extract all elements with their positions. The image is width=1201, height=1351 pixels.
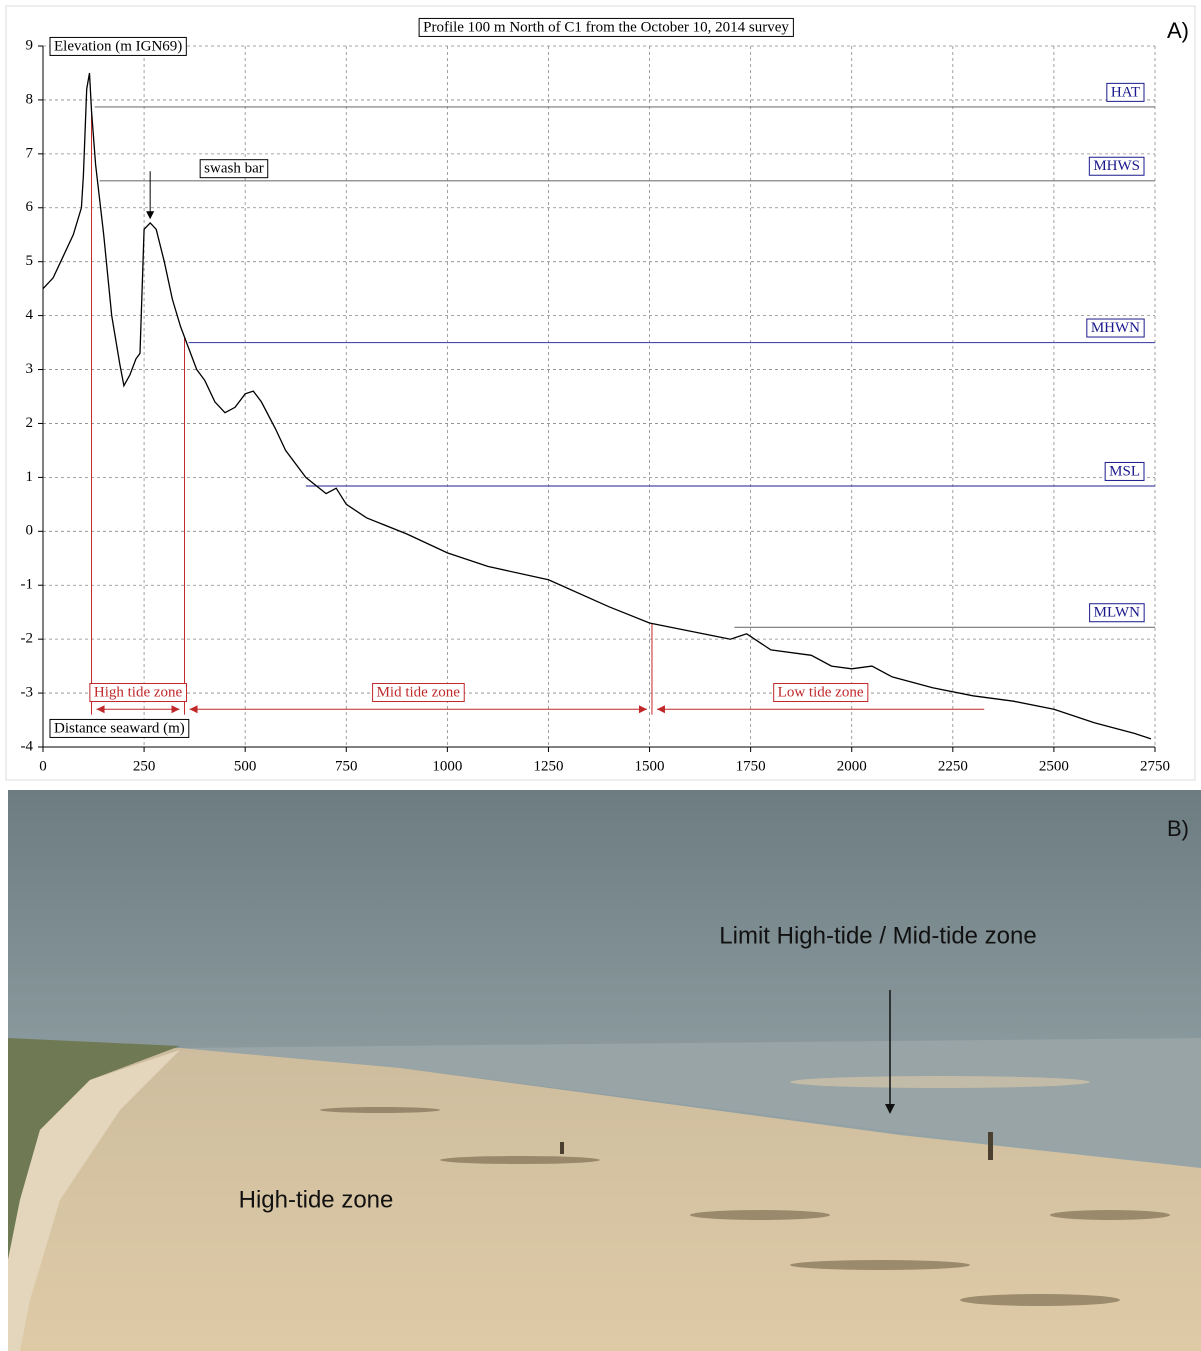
x-axis-title: Distance seaward (m)	[54, 720, 185, 736]
chart-outer	[5, 5, 1196, 781]
zone-label: Low tide zone	[778, 685, 864, 701]
x-tick-label: 2500	[1039, 758, 1069, 774]
y-tick-label: 2	[26, 415, 34, 431]
reference-label: MHWS	[1093, 158, 1140, 174]
arrow-head	[171, 705, 180, 714]
y-tick-label: 1	[26, 469, 34, 485]
annotation-label: swash bar	[204, 161, 264, 177]
y-tick-label: 7	[26, 145, 34, 161]
x-tick-label: 500	[234, 758, 257, 774]
label-box	[49, 36, 187, 56]
y-tick-label: 0	[26, 523, 34, 539]
y-tick-label: -3	[21, 685, 34, 701]
label-box	[199, 159, 269, 179]
arrow-head	[656, 705, 665, 714]
panel-label: B)	[1167, 816, 1189, 841]
zone-label: High tide zone	[94, 685, 183, 701]
arrow-head	[885, 1104, 895, 1114]
y-tick-label: -2	[21, 631, 34, 647]
panel-label: A)	[1167, 18, 1189, 43]
y-tick-label: -4	[21, 738, 34, 754]
zone-label: Mid tide zone	[377, 685, 461, 701]
arrow-head	[189, 705, 198, 714]
x-tick-label: 250	[133, 758, 156, 774]
y-tick-label: 5	[26, 253, 34, 269]
y-tick-label: 9	[26, 37, 34, 53]
label-box	[418, 17, 794, 37]
reference-label: MLWN	[1094, 605, 1141, 621]
chart-title: Profile 100 m North of C1 from the Octob…	[423, 19, 789, 35]
photo-annotation: High-tide zone	[239, 1186, 394, 1213]
beach	[8, 1048, 1201, 1351]
label-box	[1106, 82, 1145, 102]
y-tick-label: 8	[26, 91, 34, 107]
label-box	[1089, 603, 1145, 623]
reference-label: MHWN	[1091, 320, 1140, 336]
dune-face	[8, 1050, 180, 1351]
label-box	[89, 683, 188, 703]
dune-vegetation	[8, 1038, 180, 1260]
x-tick-label: 750	[335, 758, 358, 774]
sea	[180, 1038, 1201, 1168]
reference-label: HAT	[1111, 84, 1140, 100]
label-box	[1088, 156, 1145, 176]
x-tick-label: 1250	[533, 758, 563, 774]
label-box	[372, 683, 465, 703]
x-tick-label: 1750	[736, 758, 766, 774]
y-tick-label: 4	[26, 307, 34, 323]
label-box	[1104, 461, 1145, 481]
x-tick-label: 2250	[938, 758, 968, 774]
y-tick-label: 6	[26, 199, 34, 215]
y-tick-label: 3	[26, 361, 34, 377]
photo-panel: B) Limit High-tide / Mid-tide zone High-…	[8, 790, 1201, 1351]
arrow-head	[638, 705, 647, 714]
seaweed	[320, 1107, 1170, 1306]
label-box	[773, 683, 869, 703]
x-tick-label: 1000	[432, 758, 462, 774]
reference-label: MSL	[1109, 463, 1140, 479]
x-tick-label: 2750	[1140, 758, 1170, 774]
arrow-head	[96, 705, 105, 714]
chart-panel: A) -4 -3 -2 -1 0 1 2 3 4 5 6 7 8 9 0 250 500 750 1000 1250 1…	[5, 5, 1196, 781]
photo-annotation: Limit High-tide / Mid-tide zone	[719, 922, 1036, 949]
label-box	[49, 718, 190, 738]
post	[560, 1142, 564, 1154]
post	[988, 1132, 993, 1160]
x-tick-label: 2000	[837, 758, 867, 774]
x-tick-label: 1500	[635, 758, 665, 774]
profile-line	[42, 72, 1152, 740]
sandbank	[790, 1076, 1090, 1088]
label-box	[1086, 318, 1145, 338]
arrow-head	[146, 211, 155, 220]
x-tick-label: 0	[39, 758, 47, 774]
y-axis-title: Elevation (m IGN69)	[54, 38, 182, 54]
y-tick-label: -1	[21, 577, 34, 593]
